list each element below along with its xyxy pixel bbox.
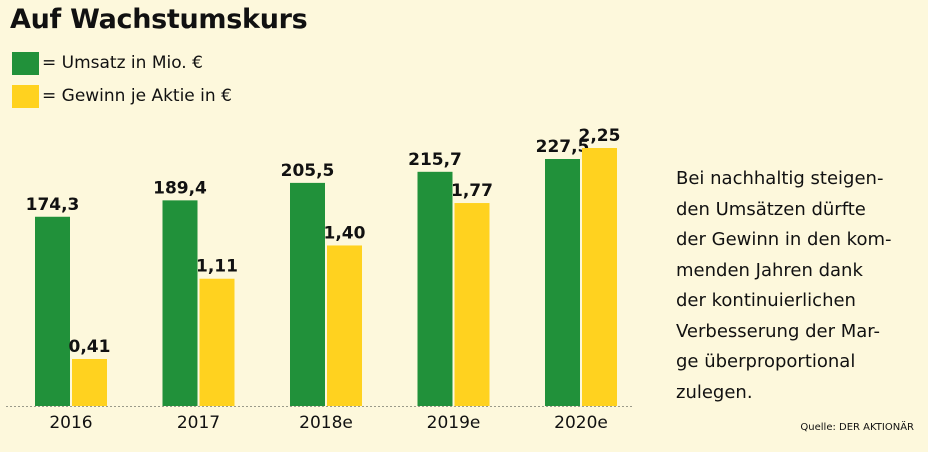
chart-title: Auf Wachstumskurs (10, 4, 308, 35)
legend-label-umsatz: = Umsatz in Mio. € (42, 53, 203, 73)
bar-gewinn-2019e (454, 203, 490, 406)
legend-swatch-gewinn (12, 84, 39, 108)
bar-gewinn-2020e (582, 148, 617, 406)
x-tick-label-2019e: 2019e (427, 413, 481, 433)
legend: = Umsatz in Mio. € = Gewinn je Aktie in … (12, 49, 232, 115)
data-label-umsatz-2018e: 205,5 (281, 161, 335, 181)
bar-umsatz-2019e (417, 171, 453, 406)
data-label-gewinn-2019e: 1,77 (451, 181, 493, 201)
legend-item-gewinn: = Gewinn je Aktie in € (12, 82, 232, 110)
data-label-umsatz-2020e: 227,5 (536, 137, 590, 157)
bar-umsatz-2018e (290, 182, 325, 406)
x-tick-label-2018e: 2018e (299, 413, 353, 433)
x-tick-label-2017: 2017 (177, 413, 220, 433)
legend-label-gewinn: = Gewinn je Aktie in € (42, 86, 232, 106)
data-label-umsatz-2019e: 215,7 (408, 150, 462, 170)
bar-gewinn-2017 (199, 278, 235, 406)
data-label-gewinn-2020e: 2,25 (579, 126, 621, 146)
x-tick-label-2016: 2016 (49, 413, 92, 433)
data-label-umsatz-2017: 189,4 (153, 178, 207, 198)
data-label-gewinn-2016: 0,41 (69, 337, 111, 357)
bar-umsatz-2016 (35, 216, 70, 406)
data-label-gewinn-2018e: 1,40 (324, 223, 366, 243)
bar-gewinn-2016 (72, 358, 107, 406)
legend-swatch-umsatz (12, 51, 39, 75)
data-label-umsatz-2016: 174,3 (26, 195, 80, 215)
legend-item-umsatz: = Umsatz in Mio. € (12, 49, 232, 77)
data-label-gewinn-2017: 1,11 (196, 257, 238, 277)
bar-umsatz-2020e (545, 159, 580, 406)
bar-umsatz-2017 (162, 200, 198, 406)
description-text: Bei nachhaltig steigen- den Umsätzen dür… (676, 168, 892, 403)
x-tick-label-2020e: 2020e (554, 413, 608, 433)
source-note: Quelle: DER AKTIONÄR (800, 422, 914, 433)
bar-gewinn-2018e (327, 245, 362, 406)
